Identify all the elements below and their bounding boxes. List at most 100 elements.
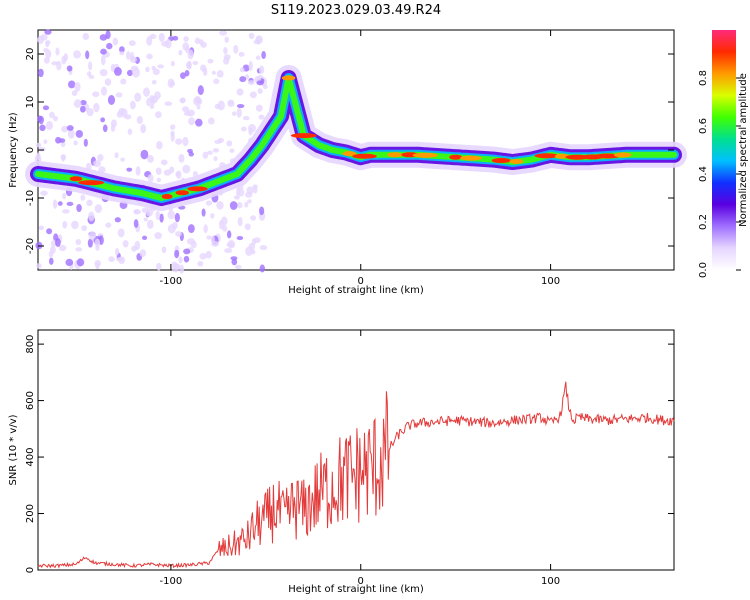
spectrogram-noise-speckle [149,103,155,109]
spectrogram-noise-speckle [236,103,245,109]
spectrogram-noise-speckle [48,250,54,258]
spectrogram-noise-speckle [139,249,147,257]
spectrogram-noise-speckle [46,228,53,235]
spectrogram-noise-speckle [62,220,68,229]
spectrogram-noise-speckle [227,101,235,108]
spectrogram-noise-speckle [62,209,70,214]
snr-ylabel: SNR (10 * v/v) [8,414,19,485]
spectrogram-hotspot [449,154,463,160]
spectrogram-noise-speckle [192,61,199,66]
spectrogram-noise-speckle [135,166,141,176]
snr-ticks: -100 0 100 0 200 400 600 800 [25,330,674,587]
spectrogram-noise-speckle [115,247,120,256]
spectrogram-noise-speckle [224,248,233,254]
spectrogram-noise-speckle [76,203,82,213]
spectrogram-ytick-label: 10 [25,96,36,109]
spectrogram-noise-speckle [207,58,214,64]
spectrogram-hotspot [187,186,208,192]
spectrogram-noise-speckle [169,81,176,87]
spectrogram-noise-speckle [45,40,51,45]
spectrogram-noise-speckle [200,41,207,48]
spectrogram-noise-speckle [258,65,265,74]
spectrogram-noise-speckle [133,209,140,215]
chart-title: S119.2023.029.03.49.R24 [271,3,441,18]
spectrogram-noise-speckle [182,106,190,113]
spectrogram-noise-speckle [146,36,153,46]
spectrogram-hotspot [69,176,83,182]
spectrogram-noise-speckle [108,256,115,262]
spectrogram-noise-speckle [236,236,244,241]
colorbar-tick-label: 0.4 [698,166,709,182]
spectrogram-noise-speckle [92,91,100,98]
spectrogram-hotspot [342,151,357,157]
spectrogram-noise-speckle [140,149,149,160]
spectrogram-noise-speckle [182,136,189,147]
spectrogram-noise-speckle [68,80,76,89]
spectrogram-noise-speckle [216,201,224,210]
snr-series-line [37,381,675,569]
spectrogram-noise-speckle [183,255,190,263]
spectrogram-noise-speckle [40,190,48,196]
spectrogram-xlabel: Height of straight line (km) [288,285,424,296]
spectrogram-ytick-label: -10 [25,190,36,206]
spectrogram-noise-speckle [128,40,136,46]
spectrogram-noise-speckle [233,195,240,200]
snr-ytick-label: 600 [25,391,36,410]
spectrogram-noise-speckle [100,86,108,96]
spectrogram-noise-speckle [133,219,139,228]
spectrogram-noise-speckle [213,156,218,162]
spectrogram-noise-speckle [224,36,230,44]
spectrogram-noise-speckle [172,35,179,41]
spectrogram-noise-speckle [145,66,150,73]
spectrogram-noise-speckle [245,246,253,257]
snr-ytick-label: 200 [25,504,36,523]
spectrogram-noise-speckle [161,246,167,254]
spectrogram-noise-speckle [83,138,88,147]
spectrogram-noise-speckle [219,30,228,36]
spectrogram-noise-speckle [155,210,160,221]
spectrogram-noise-speckle [39,124,46,132]
snr-frame [37,329,675,571]
spectrogram-noise-speckle [75,247,83,252]
spectrogram-noise-speckle [119,46,125,53]
spectrogram-noise-speckle [259,264,266,273]
spectrogram-noise-speckle [197,261,204,267]
spectrogram-noise-speckle [71,220,79,230]
spectrogram-noise-speckle [53,115,59,122]
spectrogram-noise-speckle [212,147,220,153]
colorbar-ticks: 0.0 0.2 0.4 0.6 0.8 [698,70,741,278]
spectrogram-noise-speckle [66,125,74,131]
spectrogram-noise-speckle [152,68,160,76]
colorbar-gradient [712,30,736,270]
spectrogram-hotspot [412,152,438,158]
spectrogram-noise-speckle [233,44,239,54]
spectrogram-noise-speckle [97,154,104,162]
spectrogram-noise-speckle [82,32,90,41]
spectrogram-noise-speckle [171,263,180,273]
spectrogram-noise-speckle [73,99,82,108]
spectrogram-noise-speckle [248,32,255,39]
spectrogram-noise-speckle [129,51,135,61]
spectrogram-noise-speckle [48,257,54,265]
spectrogram-noise-speckle [98,166,106,174]
spectrogram-noise-speckle [179,97,186,104]
spectrogram-noise-speckle [74,81,81,92]
snr-panel: -100 0 100 0 200 400 600 800 Height of straight… [8,329,675,595]
spectrogram-noise-speckle [223,57,230,65]
spectrogram-noise-speckle [38,225,45,231]
spectrogram-noise-speckle [167,210,176,220]
spectrogram-noise-speckle [167,224,176,234]
spectrogram-noise-speckle [80,105,86,113]
spectrogram-noise-speckle [129,100,136,110]
spectrogram-noise-speckle [195,118,203,127]
spectrogram-noise-speckle [239,67,245,73]
spectrogram-noise-speckle [52,199,58,209]
spectrogram-noise-speckle [114,217,121,223]
spectrogram-noise-speckle [43,139,48,144]
spectrogram-hotspot [555,153,569,159]
spectrogram-noise-speckle [178,256,183,264]
spectrogram-noise-speckle [67,128,75,139]
colorbar-tick-label: 0.6 [698,118,709,134]
spectrogram-noise-speckle [176,170,182,180]
